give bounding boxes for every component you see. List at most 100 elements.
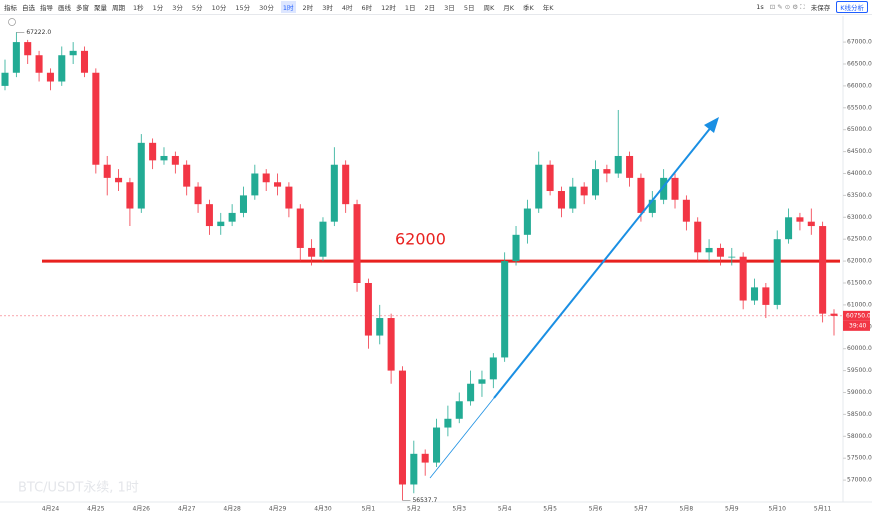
x-tick-label: 5月10 <box>768 506 786 513</box>
x-tick-label: 5月4 <box>498 506 512 513</box>
y-tick-label: 65500.0 <box>847 104 872 111</box>
period[interactable]: 1分 <box>152 4 164 12</box>
period[interactable]: 周K <box>483 4 495 12</box>
candle-body <box>455 401 463 419</box>
x-tick-label: 5月2 <box>407 506 421 513</box>
candle-body <box>80 50 89 73</box>
candle-body <box>319 221 327 257</box>
candle-body <box>682 199 690 222</box>
period[interactable]: 2日 <box>424 4 436 12</box>
y-tick-label: 64000.0 <box>847 170 872 177</box>
high-label: 67222.0 <box>26 29 51 36</box>
y-tick-label: 58000.0 <box>847 433 872 440</box>
x-tick-label: 4月27 <box>178 506 196 513</box>
x-tick-label: 4月26 <box>133 506 151 513</box>
candle-body <box>773 239 781 305</box>
tool[interactable]: 多窗 <box>76 4 89 12</box>
candle-body <box>92 72 100 165</box>
candle-body <box>330 164 338 222</box>
countdown-box <box>843 320 870 331</box>
period[interactable]: 15分 <box>235 4 251 12</box>
period[interactable]: 1时 <box>280 1 296 13</box>
candle-body <box>160 155 168 161</box>
candle-body <box>716 247 724 257</box>
tool[interactable]: 聚量 <box>94 4 107 12</box>
candle-body <box>671 177 679 200</box>
y-tick-label: 66500.0 <box>847 60 872 67</box>
candle-body <box>796 217 804 222</box>
tool[interactable]: 自选 <box>22 4 35 12</box>
period[interactable]: 3分 <box>172 4 183 12</box>
candle-body <box>694 221 702 253</box>
candle-body <box>580 186 588 196</box>
period[interactable]: 月K <box>503 4 514 12</box>
y-tick-label: 61500.0 <box>847 279 872 286</box>
candle-body <box>35 55 43 73</box>
period[interactable]: 6时 <box>361 4 373 12</box>
candle-body <box>637 177 645 213</box>
tool[interactable]: 指标 <box>4 4 17 12</box>
x-tick-label: 4月30 <box>314 506 332 513</box>
period[interactable]: 季K <box>522 4 534 12</box>
period[interactable]: 2时 <box>302 4 314 12</box>
candle-body <box>285 186 293 209</box>
tool[interactable]: ⊡ ✎ ⊙ ⚙ ⛶ <box>769 2 805 11</box>
tool[interactable]: 未保存 <box>810 4 831 12</box>
tool[interactable]: 指导 <box>40 4 53 12</box>
analysis-button[interactable]: K线分析 <box>836 1 868 13</box>
arrow-head <box>704 117 719 133</box>
x-tick-label: 5月6 <box>589 506 603 513</box>
tool[interactable]: 画线 <box>58 4 71 12</box>
candle-body <box>421 453 429 463</box>
period[interactable]: 4时 <box>341 4 353 12</box>
toolbar-right: 1s ⊡ ✎ ⊙ ⚙ ⛶ 未保存 K线分析 <box>756 1 868 13</box>
period[interactable]: 30分 <box>259 4 274 12</box>
y-tick-label: 57000.0 <box>847 477 872 484</box>
candle-body <box>592 169 600 196</box>
candle-body <box>705 247 713 253</box>
tool[interactable]: 周期 <box>112 4 125 12</box>
period[interactable]: 1秒 <box>133 4 144 12</box>
candle-body <box>24 42 32 56</box>
candle-body <box>648 199 656 213</box>
candle-body <box>614 155 622 174</box>
period[interactable]: 1日 <box>404 4 416 12</box>
period[interactable]: 3日 <box>444 4 455 12</box>
x-tick-label: 5月1 <box>362 506 376 513</box>
candle-body <box>308 247 316 257</box>
candle-body <box>342 164 350 205</box>
candle-body <box>489 357 497 380</box>
candle-body <box>569 186 577 209</box>
period-group: 1秒 1分 3分 5分 10分 15分 30分 1时 2时 3时 4时 6时 12时 1日 2日 3日 5日 周K… <box>131 1 556 13</box>
candle-body <box>115 177 123 183</box>
period[interactable]: 年K <box>542 4 554 12</box>
x-tick-label: 5月5 <box>543 506 557 513</box>
period[interactable]: 5分 <box>191 4 203 12</box>
x-tick-label: 5月7 <box>634 506 648 513</box>
candle-body <box>512 234 520 262</box>
candle-body <box>762 287 770 305</box>
candle-body <box>296 208 304 248</box>
level-label: 62000 <box>395 230 446 249</box>
low-label: 56537.7 <box>412 497 437 504</box>
x-tick-label: 5月11 <box>814 506 832 513</box>
candle-body <box>376 318 384 336</box>
candle-body <box>251 173 259 196</box>
tool[interactable]: 1s <box>756 3 764 11</box>
settings-icon[interactable] <box>8 18 16 26</box>
period[interactable]: 3时 <box>322 4 333 12</box>
candle-body <box>660 177 668 200</box>
candle-body <box>1 72 9 86</box>
y-tick-label: 57500.0 <box>847 455 872 462</box>
y-tick-label: 62500.0 <box>847 236 872 243</box>
candle-body <box>69 50 77 56</box>
period[interactable]: 10分 <box>211 4 227 12</box>
period[interactable]: 5日 <box>463 4 475 12</box>
period[interactable]: 12时 <box>381 4 396 12</box>
candle-body <box>194 186 202 205</box>
candle-body <box>353 204 361 283</box>
candle-body <box>819 226 827 314</box>
x-tick-label: 5月9 <box>725 506 739 513</box>
candle-body <box>728 256 736 258</box>
